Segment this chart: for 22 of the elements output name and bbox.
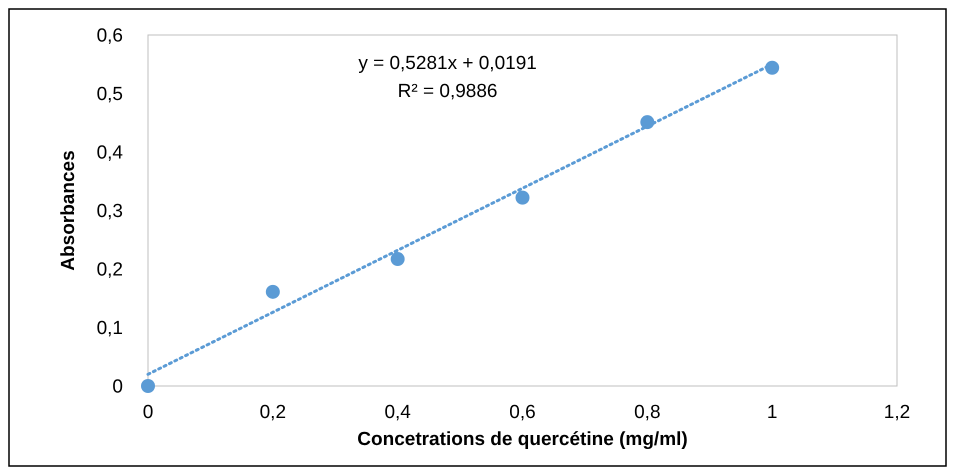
y-tick-label: 0,5: [96, 84, 123, 106]
x-tick-label: 1,2: [884, 402, 910, 423]
y-axis-title: Absorbances: [58, 150, 79, 271]
point: [141, 379, 155, 393]
point: [516, 190, 530, 205]
y-tick-label: 0,4: [96, 142, 124, 164]
x-tick-label: 0,6: [509, 402, 536, 423]
x-tick-label: 0,4: [384, 402, 412, 423]
y-tick-label: 0,6: [96, 26, 123, 47]
x-tick-label: 0,2: [260, 402, 286, 423]
y-tick-label: 0,2: [96, 260, 123, 281]
point: [266, 284, 280, 299]
x-axis-title: Concetrations de quercétine (mg/ml): [357, 429, 688, 450]
y-tick-label: 0,1: [96, 318, 123, 340]
point: [390, 252, 405, 266]
x-tick-label: 1: [766, 402, 778, 423]
x-tick-label: 0: [142, 402, 154, 423]
y-tick-label: 0: [112, 376, 123, 398]
annotation: R² = 0,9886: [398, 81, 498, 102]
annotation: y = 0,5281x + 0,0191: [358, 53, 537, 74]
x-tick-label: 0,8: [634, 402, 661, 423]
y-tick-label: 0,3: [96, 201, 123, 222]
